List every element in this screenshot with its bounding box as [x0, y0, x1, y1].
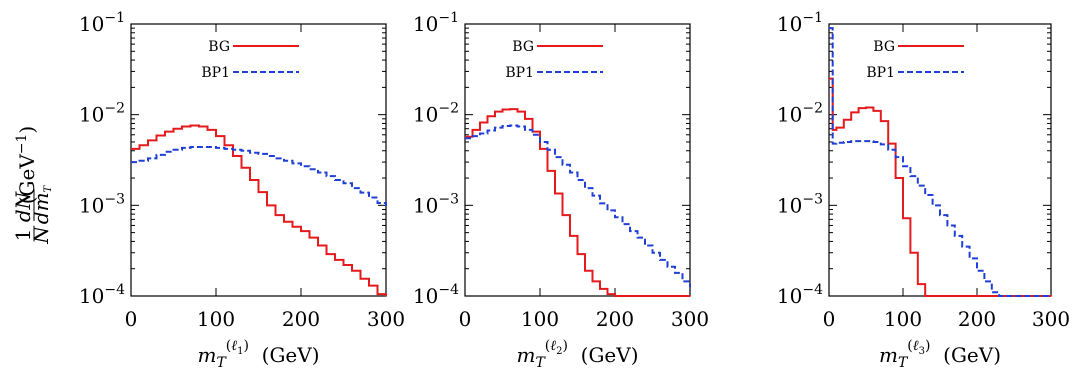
- plot-frame: [464, 23, 691, 297]
- y-tick-label: 10−2: [413, 101, 459, 127]
- x-axis-label: mT(ℓ1) (GeV): [197, 338, 319, 371]
- y-tick-label: 10−2: [79, 101, 125, 127]
- series-line-bg: [131, 124, 387, 296]
- plot-frame: [130, 23, 387, 297]
- y-tick-label: 10−3: [777, 191, 823, 217]
- legend-label-bg: BG: [512, 39, 534, 55]
- svg-text:(GeV−1): (GeV−1): [14, 126, 39, 205]
- y-tick-label: 10−3: [79, 191, 125, 217]
- x-tick-label: 0: [459, 307, 472, 331]
- legend-label-bp1: BP1: [201, 65, 230, 81]
- svg-text:N: N: [29, 225, 53, 245]
- x-tick-label: 0: [125, 307, 138, 331]
- x-tick-label: 300: [671, 307, 709, 331]
- chart-panel-2: 10−4 10−3 10−2 10−1 0 100 200 300 mT(ℓ2) (GeV) BG…: [413, 10, 709, 371]
- legend-label-bp1: BP1: [866, 65, 895, 81]
- x-tick-label: 100: [197, 307, 235, 331]
- y-tick-label: 10−1: [79, 10, 125, 36]
- plot-frame: [828, 23, 1052, 297]
- x-tick-label: 100: [521, 307, 559, 331]
- y-axis-label: (GeV−1): [14, 126, 39, 205]
- y-tick-label: 10−1: [777, 10, 823, 36]
- legend-label-bg: BG: [873, 39, 895, 55]
- x-tick-label: 200: [958, 307, 996, 331]
- chart-panel-1: 10−4 10−3 10−2 10−1 0 100 200 300 mT(ℓ1) (GeV) BG…: [79, 10, 405, 371]
- series-line-bp1: [829, 27, 1051, 297]
- x-tick-label: 0: [823, 307, 836, 331]
- legend-label-bg: BG: [208, 39, 230, 55]
- series-line-bp1: [465, 124, 691, 288]
- x-axis-label: mT(ℓ2) (GeV): [516, 338, 638, 371]
- y-tick-label: 10−1: [413, 10, 459, 36]
- x-axis-label: mT(ℓ3) (GeV): [879, 338, 1001, 371]
- y-axis-fraction: 1 N dN dmT: [11, 184, 54, 244]
- y-tick-label: 10−4: [79, 282, 125, 308]
- y-tick-label: 10−3: [413, 191, 459, 217]
- svg-text:1: 1: [11, 229, 35, 242]
- x-tick-label: 300: [1032, 307, 1070, 331]
- y-tick-label: 10−4: [413, 282, 459, 308]
- x-tick-label: 100: [884, 307, 922, 331]
- series-line-bg: [829, 77, 1051, 297]
- legend-label-bp1: BP1: [505, 65, 534, 81]
- x-tick-label: 200: [596, 307, 634, 331]
- y-tick-label: 10−2: [777, 101, 823, 127]
- series-line-bg: [465, 108, 690, 297]
- svg-text:dN: dN: [11, 190, 35, 222]
- x-tick-label: 200: [282, 307, 320, 331]
- chart-panel-3: 10−4 10−3 10−2 10−1 0 100 200 300 mT(ℓ3) (GeV) BG…: [777, 10, 1070, 371]
- series-line-bp1: [131, 145, 387, 207]
- x-tick-label: 300: [367, 307, 405, 331]
- y-tick-label: 10−4: [777, 282, 823, 308]
